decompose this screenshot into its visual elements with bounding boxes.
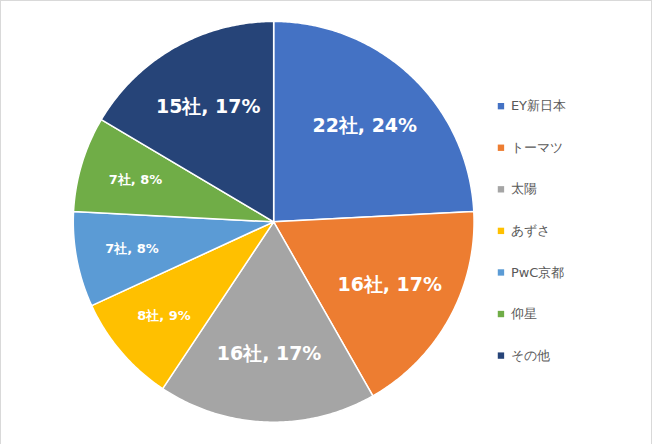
svg-text:16社, 17%: 16社, 17% [337,273,441,295]
svg-text:16社, 17%: 16社, 17% [217,342,321,364]
svg-text:8社, 9%: 8社, 9% [137,308,190,323]
svg-text:その他: その他 [511,348,550,363]
svg-text:7社, 8%: 7社, 8% [105,241,158,256]
svg-text:トーマツ: トーマツ [511,140,563,155]
svg-text:PwC京都: PwC京都 [511,265,564,280]
svg-text:15社, 17%: 15社, 17% [156,95,260,117]
svg-text:22社, 24%: 22社, 24% [312,114,416,136]
svg-text:EY新日本: EY新日本 [511,98,566,113]
svg-text:あずさ: あずさ [511,223,550,238]
svg-text:太陽: 太陽 [511,181,537,196]
svg-text:仰星: 仰星 [511,306,537,321]
svg-text:7社, 8%: 7社, 8% [109,172,162,187]
